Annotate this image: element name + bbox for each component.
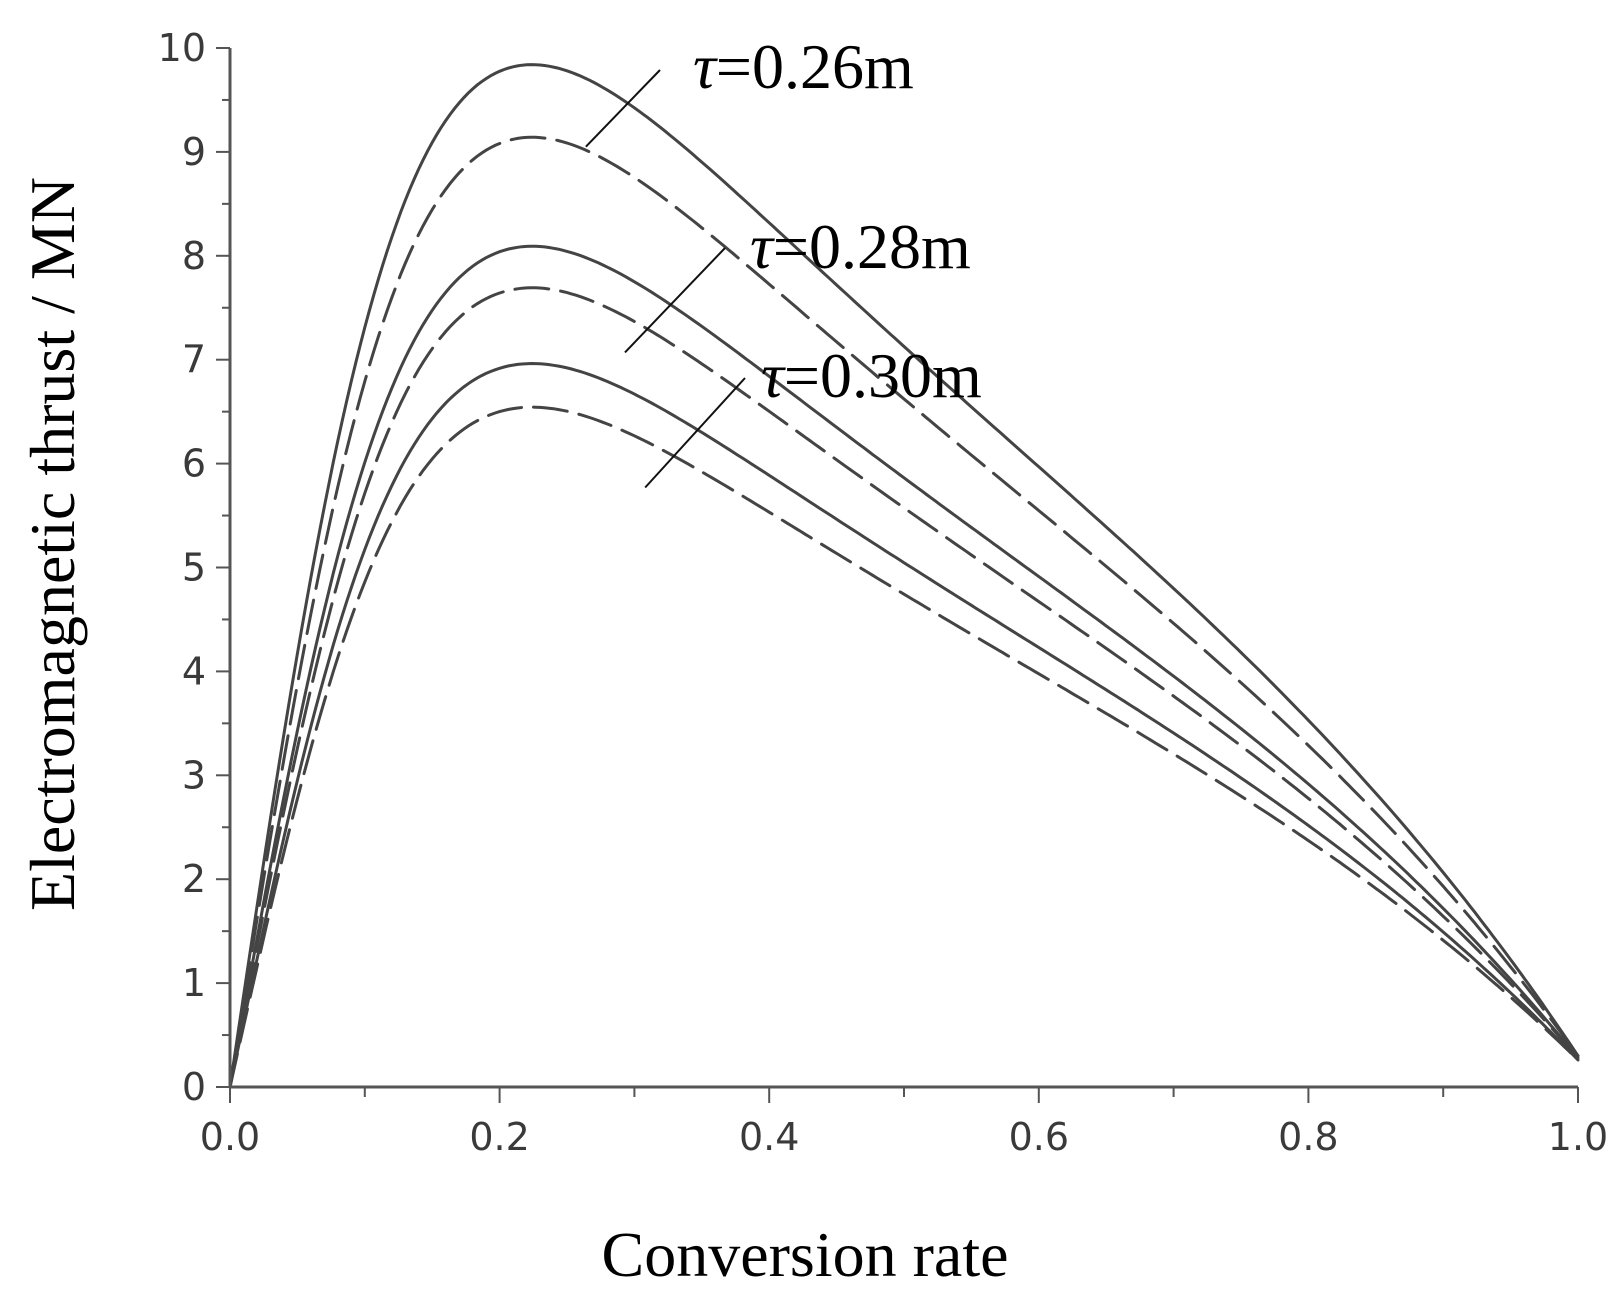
x-tick-label: 1.0: [1548, 1115, 1608, 1159]
annotation-leader: [624, 247, 726, 354]
x-tick-label: 0.0: [200, 1115, 260, 1159]
y-tick-label: 9: [182, 130, 206, 174]
y-tick-label: 0: [182, 1065, 206, 1109]
series-line: [228, 361, 1580, 1089]
y-tick-label: 5: [182, 546, 206, 590]
annotation-leaders: [585, 69, 746, 489]
y-tick-label: 3: [182, 753, 206, 797]
annotation-symbol: τ: [693, 31, 718, 102]
y-tick-label: 1: [182, 961, 206, 1005]
ticks: 0.0 0.2 0.4 0.6 0.8 1.0 0 1 2 3 4 5 6 7 8 9 10: [158, 26, 1609, 1159]
annotation-value: =0.30m: [784, 340, 982, 411]
annotation-leader: [585, 69, 661, 148]
annotation-tau-0-30: τ=0.30m: [761, 340, 982, 411]
y-tick-label: 8: [182, 234, 206, 278]
annotation-symbol: τ: [750, 211, 775, 282]
annotation-value: =0.26m: [716, 31, 914, 102]
annotation-value: =0.28m: [773, 211, 971, 282]
y-tick-label: 4: [182, 649, 206, 693]
annotation-tau-0-28: τ=0.28m: [750, 211, 971, 282]
series-line: [228, 244, 1580, 1089]
y-tick-label: 10: [158, 26, 206, 70]
y-axis-title: Electromagnetic thrust / MN: [17, 177, 88, 911]
series-layer: [228, 63, 1580, 1089]
axes: [228, 48, 1578, 1089]
series-line: [228, 405, 1580, 1089]
annotation-tau-0-26: τ=0.26m: [693, 31, 914, 102]
series-line: [228, 286, 1580, 1089]
annotation-leader: [644, 377, 746, 489]
annotation-symbol: τ: [761, 340, 786, 411]
x-tick-label: 0.6: [1009, 1115, 1069, 1159]
x-axis-title: Conversion rate: [602, 1219, 1009, 1290]
y-tick-label: 6: [182, 442, 206, 486]
x-tick-label: 0.8: [1278, 1115, 1338, 1159]
series-line: [228, 135, 1580, 1089]
series-line: [228, 63, 1580, 1089]
y-tick-label: 7: [182, 338, 206, 382]
y-tick-label: 2: [182, 857, 206, 901]
x-tick-label: 0.4: [739, 1115, 799, 1159]
x-tick-label: 0.2: [469, 1115, 529, 1159]
